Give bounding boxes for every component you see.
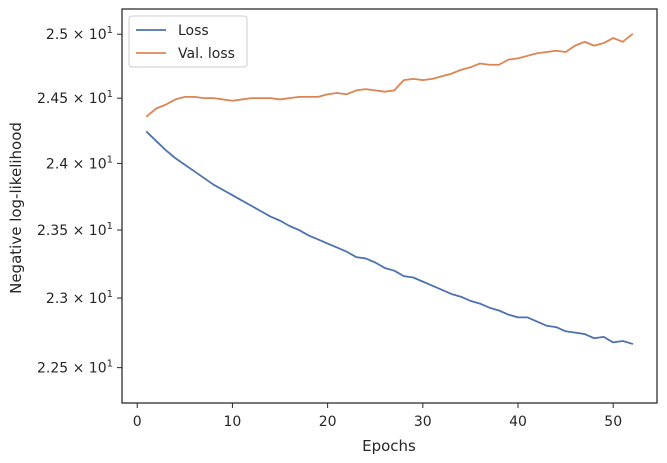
y-tick-label: 2.45 × 101 (37, 89, 113, 107)
legend-label-val-loss: Val. loss (178, 46, 235, 62)
x-tick-label: 20 (319, 414, 337, 430)
series-line-val-loss (145, 33, 634, 118)
lines-layer (145, 33, 634, 345)
plot-frame (121, 8, 658, 404)
y-tick-label: 2.4 × 101 (46, 154, 113, 172)
x-tick-label: 10 (224, 414, 242, 430)
x-tick-label: 50 (604, 414, 622, 430)
y-tick-label: 2.25 × 101 (37, 359, 113, 377)
y-tick-label: 2.35 × 101 (37, 221, 113, 239)
y-axis-label: Negative log-likelihood (7, 122, 25, 294)
legend-label-loss: Loss (178, 23, 209, 39)
series-line-loss (145, 131, 634, 345)
x-tick-label: 30 (414, 414, 432, 430)
y-tick-label: 2.3 × 101 (46, 289, 113, 307)
ticks-layer: 0 10 20 30 40 50 2.25 × 101 2.3 × 101 2.35 × 101… (37, 25, 622, 430)
legend-box (128, 15, 248, 68)
x-axis-label: Epochs (362, 437, 416, 455)
y-tick-label: 2.5 × 101 (46, 25, 113, 43)
legend: Loss Val. loss (128, 15, 248, 68)
x-tick-label: 0 (133, 414, 142, 430)
x-tick-label: 40 (509, 414, 527, 430)
